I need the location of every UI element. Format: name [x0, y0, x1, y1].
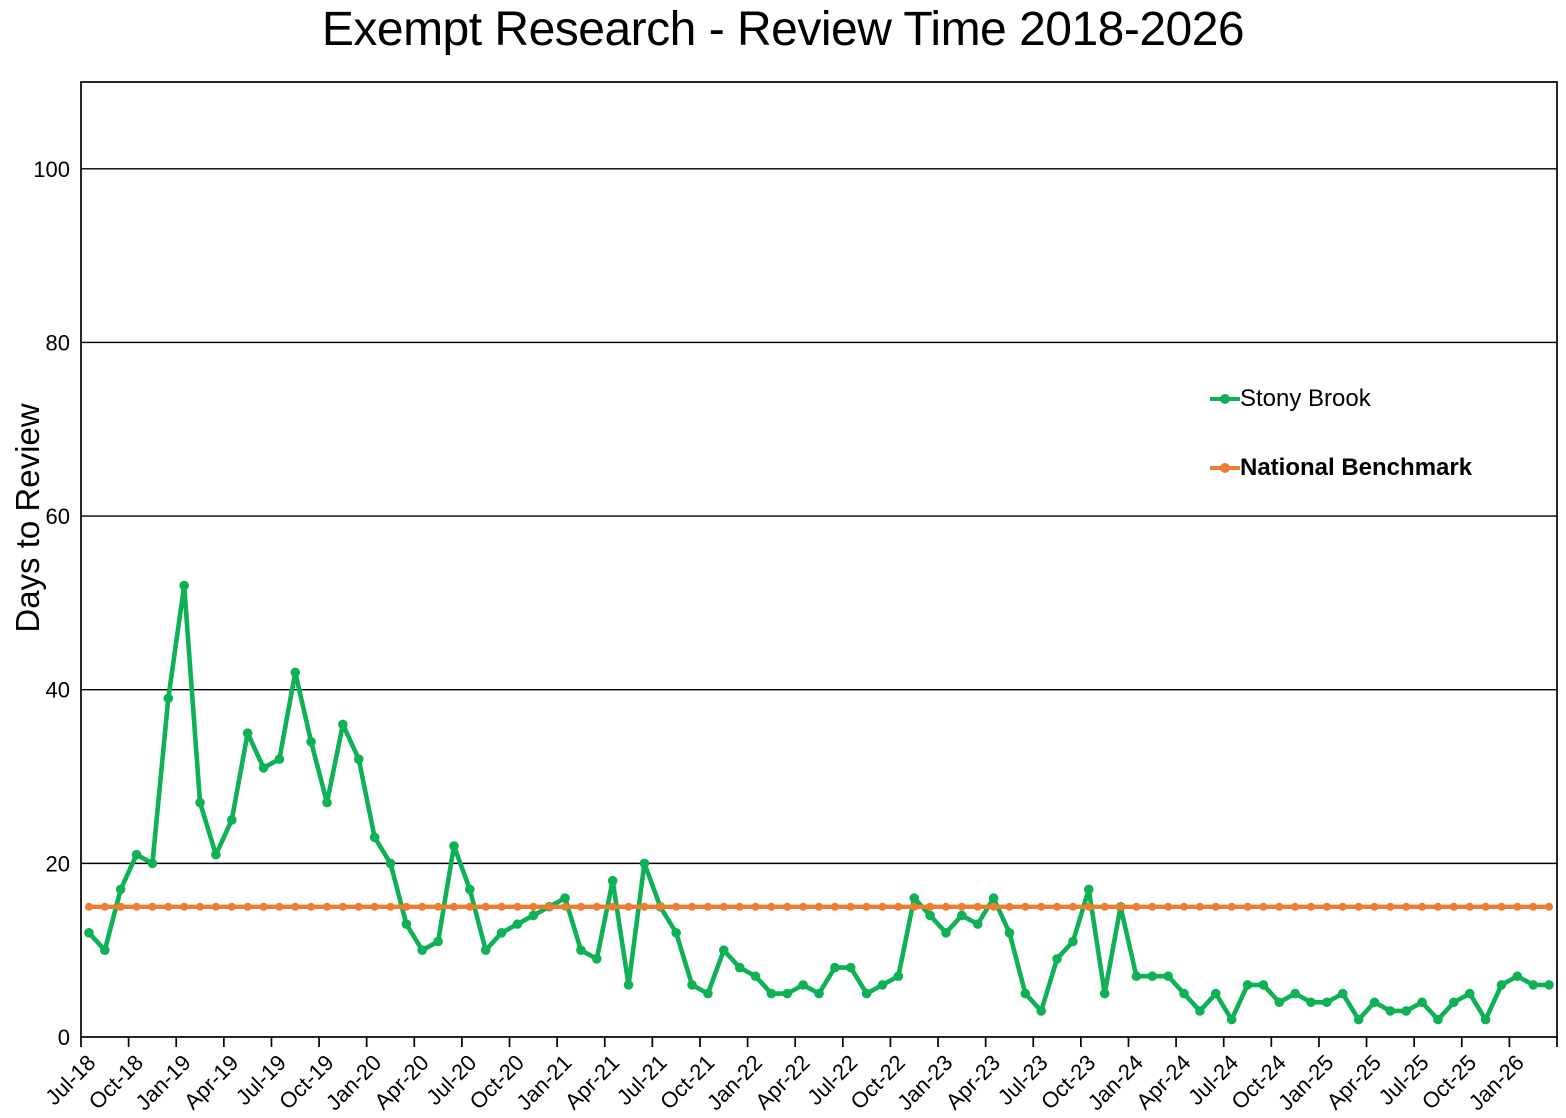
svg-text:Apr-23: Apr-23	[941, 1050, 1005, 1114]
svg-text:Apr-24: Apr-24	[1131, 1050, 1195, 1114]
stony-brook-legend-marker	[1210, 394, 1240, 404]
svg-text:0: 0	[58, 1025, 70, 1050]
svg-text:Apr-19: Apr-19	[179, 1050, 243, 1114]
x-axis-tick-labels: Jul-18Oct-18Jan-19Apr-19Jul-19Oct-19Jan-…	[40, 1050, 1528, 1115]
svg-text:80: 80	[46, 330, 70, 355]
svg-text:Jan-22: Jan-22	[702, 1050, 767, 1115]
legend-item-stony-brook: Stony Brook	[1210, 383, 1472, 415]
svg-text:Jan-23: Jan-23	[892, 1050, 957, 1115]
svg-text:Jan-25: Jan-25	[1273, 1050, 1338, 1115]
svg-text:20: 20	[46, 851, 70, 876]
legend-label-stony-brook: Stony Brook	[1240, 385, 1371, 412]
svg-text:100: 100	[33, 157, 70, 182]
svg-text:60: 60	[46, 504, 70, 529]
legend: Stony Brook National Benchmark	[1210, 383, 1472, 484]
svg-text:Apr-22: Apr-22	[750, 1050, 814, 1114]
chart-title: Exempt Research - Review Time 2018-2026	[321, 3, 1245, 56]
y-axis-tick-labels: 0 20 40 60 80 100	[33, 157, 70, 1050]
svg-text:Jan-26: Jan-26	[1464, 1050, 1529, 1115]
national-benchmark-series	[84, 902, 1554, 911]
svg-text:40: 40	[46, 678, 70, 703]
svg-text:Apr-20: Apr-20	[369, 1050, 433, 1114]
svg-text:Jan-19: Jan-19	[130, 1050, 195, 1115]
plot-border	[80, 81, 1558, 1038]
svg-text:Apr-25: Apr-25	[1322, 1050, 1386, 1114]
legend-label-national-benchmark: National Benchmark	[1240, 454, 1473, 481]
legend-item-national-benchmark: National Benchmark	[1210, 452, 1472, 484]
x-axis-ticks	[80, 1037, 1558, 1047]
svg-text:Apr-21: Apr-21	[560, 1050, 624, 1114]
svg-text:Jan-21: Jan-21	[511, 1050, 576, 1115]
gridlines	[81, 168, 1557, 865]
svg-text:Jan-20: Jan-20	[321, 1050, 386, 1115]
stony-brook-series	[84, 580, 1554, 1025]
svg-text:Jan-24: Jan-24	[1083, 1050, 1148, 1115]
national-benchmark-legend-marker	[1210, 463, 1240, 473]
